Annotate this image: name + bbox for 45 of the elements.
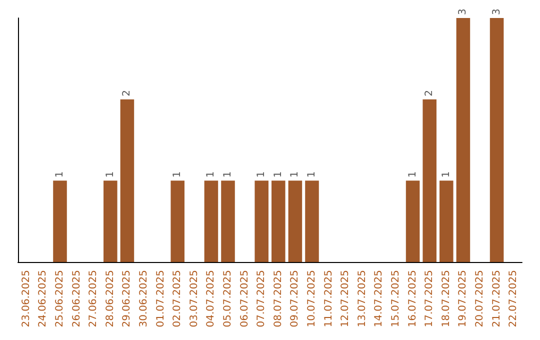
data-label: 3 [491,8,502,15]
x-tick-label: 06.07.2025 [239,270,250,328]
x-tick-label: 07.07.2025 [256,270,268,328]
x-tick-label: 20.07.2025 [474,270,486,328]
data-label: 1 [272,171,284,178]
data-label: 1 [206,171,217,178]
x-tick-label: 13.07.2025 [356,270,368,328]
data-label: 2 [122,90,133,96]
x-tick-label: 22.07.2025 [508,270,520,328]
x-tick-label: 02.07.2025 [172,270,184,328]
x-tick-label: 27.06.2025 [88,270,100,328]
x-tick-label: 08.07.2025 [272,270,284,328]
x-tick-label: 12.07.2025 [340,270,352,328]
x-tick-label: 03.07.2025 [188,270,200,328]
x-tick-label: 30.06.2025 [138,270,150,328]
x-tick-label: 17.07.2025 [424,270,436,328]
data-label: 1 [172,171,184,178]
data-label: 2 [424,90,436,96]
x-tick-label: 14.07.2025 [374,270,385,328]
x-tick-label: 26.06.2025 [71,270,82,328]
data-label: 1 [222,171,234,178]
x-tick-label: 19.07.2025 [458,270,469,328]
x-tick-label: 11.07.2025 [323,270,334,328]
x-tick-label: 16.07.2025 [407,270,418,328]
data-label: 1 [440,171,452,178]
data-label: 1 [54,171,66,178]
x-tick-label: 21.07.2025 [491,270,502,328]
x-tick-label: 18.07.2025 [440,270,452,328]
x-tick-label: 29.06.2025 [122,270,133,328]
data-label: 1 [104,171,116,178]
data-label: 1 [290,171,301,178]
data-label: 1 [306,171,318,178]
x-tick-label: 24.06.2025 [38,270,49,328]
data-label: 1 [256,171,268,178]
x-tick-label: 05.07.2025 [222,270,234,328]
x-tick-label: 23.06.2025 [20,270,32,328]
x-tick-label: 10.07.2025 [306,270,318,328]
x-tick-label: 04.07.2025 [206,270,217,328]
x-tick-label: 15.07.2025 [390,270,402,328]
x-tick-label: 28.06.2025 [104,270,116,328]
x-tick-label: 25.06.2025 [54,270,66,328]
x-tick-label: 09.07.2025 [290,270,301,328]
x-tick-label: 01.07.2025 [155,270,166,328]
data-label: 3 [458,8,469,15]
data-label: 1 [407,171,418,178]
